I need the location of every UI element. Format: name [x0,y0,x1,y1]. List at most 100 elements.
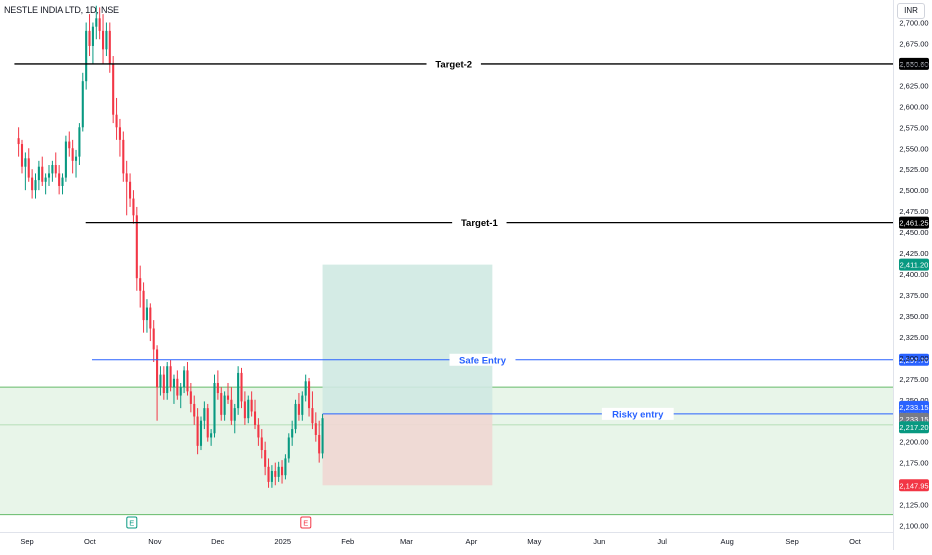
candle-body [237,372,240,409]
time-tick-label: Dec [211,537,225,546]
candle-body [189,391,192,404]
candle-body [267,466,270,482]
axis-price-tag: 2,461.25 [899,216,929,229]
axis-price-tag-bg [899,57,929,70]
currency-button[interactable]: INR [897,3,925,19]
candle-body [108,30,111,65]
candle-body [149,307,152,329]
axis-price-tag-bg [899,353,929,366]
axis-price-tag: 2,650.60 [899,57,929,70]
candle-body [233,408,236,421]
candle-body [27,158,30,178]
candle-body [220,393,223,415]
candle-body [61,177,64,186]
candle-body [226,395,230,400]
level-label-bg [449,353,516,366]
price-tag-text: 2,411.20 [900,261,929,270]
price-tick-label: 2,325.00 [899,333,928,342]
time-tick-label: Jul [657,537,667,546]
candle-body [85,30,88,82]
level-line-3: Risky entry [322,407,893,420]
candle-body [24,158,27,167]
price-tick-label: 2,675.00 [899,39,928,48]
time-tick-label: Oct [849,537,862,546]
price-tick-label: 2,650.00 [899,60,928,69]
candle-body [216,382,219,394]
price-tag-bg [899,421,929,434]
candle-body [280,466,284,476]
candle-body [199,420,203,446]
time-tick-label: Aug [720,537,733,546]
price-tick-label: 2,200.00 [899,438,928,447]
level-line-0: Target-2 [14,57,893,70]
price-tick-label: 2,350.00 [899,312,928,321]
candle-body [260,437,263,451]
price-tag-bg [899,258,929,271]
price-tag: 2,411.20 [899,258,929,271]
level-line-2: Safe Entry [91,353,893,366]
price-tick-label: 2,375.00 [899,291,928,300]
candle-body [179,387,182,396]
price-tag-text: 2,233.15 [899,403,928,412]
time-axis: Sep Oct Nov Dec 2025 Feb Mar Apr May Jun Jul Aug Sep… [20,537,861,546]
time-tick-label: 2025 [274,537,291,546]
earnings-marker-box [126,516,138,529]
level-label: Target-1 [461,218,498,229]
candle-body [44,177,47,182]
earnings-marker: E [126,516,138,529]
candle-body [74,156,78,161]
candle-body [101,30,105,50]
time-tick-label: Mar [400,537,413,546]
candle-body [125,173,128,182]
earnings-marker-box [300,516,312,529]
time-tick-label: Apr [466,537,478,546]
candle-body [301,395,304,415]
price-tag: 2,233.15 [899,400,929,413]
candle-body [250,399,253,412]
candle-body [37,166,40,181]
candle-body [206,408,209,438]
candle-body [176,378,179,396]
time-tick-label: Jun [593,537,605,546]
candle-body [156,349,159,388]
candle-body [308,381,311,409]
candle-body [291,429,294,438]
price-tick-label: 2,400.00 [899,270,928,279]
price-tag: 2,217.20 [899,421,929,434]
candle-body [152,328,155,350]
candle-body [196,416,199,446]
price-tag-bg [899,400,929,413]
price-tick-label: 2,275.00 [899,375,928,384]
candle-body [54,165,57,174]
candle-body [132,198,135,216]
price-tick-label: 2,700.00 [899,19,928,28]
time-tick-label: Nov [148,537,162,546]
price-tick-label: 2,250.00 [899,396,928,405]
price-tag-text: 2,217.20 [899,423,928,432]
candle-body [112,64,115,115]
price-tick-label: 2,500.00 [899,186,928,195]
candle-body [88,30,91,46]
price-tag-bg [899,479,929,492]
price-tick-label: 2,175.00 [899,459,928,468]
candle-body [129,181,132,199]
price-tick-label: 2,100.00 [899,522,928,531]
candle-body [162,374,165,394]
candle-body [183,370,186,388]
price-tick-label: 2,425.00 [899,249,928,258]
candle-body [41,166,44,182]
axis-price-tag: 2,297.70 [899,353,929,366]
level-line-1: Target-1 [85,216,893,229]
candle-body [115,114,118,128]
candle-body [321,418,324,454]
price-tag-text: 2,147.95 [899,481,928,490]
candle-body [257,424,260,438]
time-tick-label: Feb [341,537,354,546]
candle-body [64,141,67,178]
candle-body [169,366,172,388]
candle-body [274,471,277,477]
price-tick-label: 2,475.00 [899,207,928,216]
level-label: Safe Entry [459,355,507,366]
